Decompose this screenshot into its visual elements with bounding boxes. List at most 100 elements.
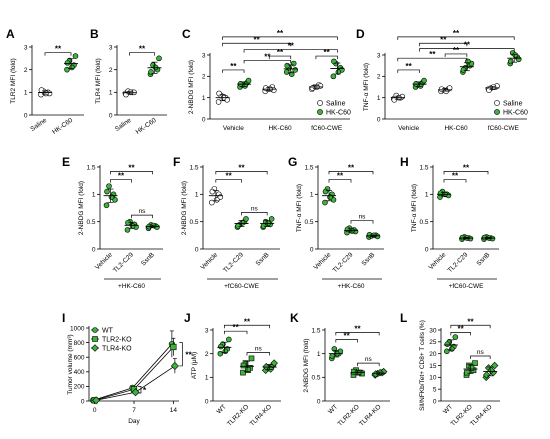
y-axis-label: TNF-α MFI (fold) (296, 184, 303, 232)
significance-label: ** (226, 172, 233, 181)
significance-bracket (129, 52, 155, 56)
x-category-label: Vehicle (428, 251, 448, 271)
significance-bracket (419, 48, 515, 52)
data-point (248, 355, 255, 362)
y-tick-label: 2 (205, 351, 209, 358)
y-tick-label: 0.5 (189, 219, 198, 226)
treatment-label: +fC60-CWE (449, 283, 485, 290)
group-tlr4-ko (482, 361, 499, 382)
data-point (331, 58, 337, 65)
x-category-label: WT (216, 403, 228, 415)
y-tick-label: 1.5 (189, 164, 198, 171)
x-category-label: HK-C60 (268, 125, 292, 132)
significance-label: ns (477, 349, 485, 356)
x-category-label: SsnB (255, 251, 271, 267)
group-hk-c60 (438, 85, 453, 95)
x-category-label: TL2-C29 (222, 251, 245, 274)
significance-label: ** (288, 42, 295, 51)
significance-bracket (357, 362, 380, 367)
panel-c: C 0 1 2 3 2-NBDG MFI (fold) Vehicle HK-C60 fC60-… (182, 27, 351, 132)
significance-bracket (44, 52, 72, 56)
x-category-label: Vehicle (313, 251, 333, 271)
panel-label: L (400, 311, 407, 325)
panel-label: F (173, 155, 180, 169)
y-tick-label: 0 (195, 246, 199, 253)
significance-label: ** (139, 45, 146, 54)
x-tick-label: 0 (93, 407, 97, 414)
panel-label: G (288, 155, 297, 169)
data-point (292, 67, 299, 73)
x-category-label: SsnB (475, 251, 491, 267)
significance-bracket (450, 332, 471, 336)
data-point (106, 183, 112, 189)
panel-f: F 0 0.5 1 1.5 2-NBDG MFI (fold) Vehicle TL2-C29… (173, 155, 280, 290)
significance-label: ** (453, 46, 460, 55)
y-tick-label: 0 (81, 398, 85, 405)
significance-label: ** (458, 324, 465, 333)
data-point (330, 73, 337, 80)
significance-label: ** (238, 163, 245, 172)
significance-bracket (443, 171, 489, 175)
group-fc60-cwe (330, 58, 345, 80)
significance-label: ** (348, 163, 355, 172)
group-tl2-c29 (344, 225, 359, 236)
significance-label: ** (128, 163, 135, 172)
x-category-label: HK-C60 (135, 117, 158, 136)
group-fc60-cwe (507, 50, 522, 67)
panel-label: D (356, 27, 365, 41)
significance-label: ** (354, 324, 361, 333)
significance-label: ** (406, 62, 413, 71)
y-tick-label: 0.5 (311, 375, 320, 382)
y-tick-label: 3 (205, 327, 209, 334)
legend-label: WT (102, 328, 114, 335)
data-point (322, 188, 329, 195)
data-point (217, 350, 224, 357)
data-point (449, 346, 455, 352)
significance-label: ** (440, 35, 447, 44)
data-point (482, 371, 491, 379)
panel-d: D 0 1 2 3 TNF-α MFI (fold) Vehicle HK-C60 fC60-C… (356, 27, 528, 132)
data-point (490, 84, 497, 90)
significance-bracket (397, 57, 468, 62)
significance-label: ** (344, 331, 351, 340)
significance-label: ** (233, 323, 240, 332)
data-point (284, 62, 291, 69)
data-point (226, 336, 232, 343)
significance-label: ** (463, 163, 470, 172)
group-vehicle (390, 92, 406, 103)
data-point (129, 223, 136, 229)
y-tick-label: 0 (425, 246, 429, 253)
data-point (104, 188, 110, 195)
group-vehicle (437, 188, 452, 200)
x-category-label: SsnB (360, 251, 376, 267)
group-wt (443, 334, 459, 355)
y-tick-label: 0 (92, 246, 96, 253)
y-tick-label: 2 (377, 74, 381, 81)
legend-label: TLR2-KO (102, 337, 132, 344)
y-tick-label: 1 (310, 192, 314, 199)
treatment-label: +HK-C60 (338, 283, 365, 290)
significance-bracket (397, 36, 515, 40)
x-category-label: fC60-CWE (488, 125, 520, 132)
x-tick-label: 7 (132, 407, 136, 414)
significance-bracket (223, 324, 271, 329)
significance-label: ns (365, 356, 373, 363)
x-category-label: TLR2-KO (226, 403, 250, 427)
significance-label: ns (251, 205, 259, 212)
panel-i: I 0 200 400 600 800 1000 Tumor volume (mm³) 0 7 14… (62, 311, 192, 425)
legend-label: TLR4-KO (102, 346, 132, 353)
y-tick-label: 1 (317, 351, 321, 358)
significance-label: ns (255, 345, 263, 352)
data-point (460, 67, 467, 73)
group-hk-c60 (262, 84, 277, 95)
group-tlr2-ko (240, 355, 255, 376)
y-axis-label: ATP (μM) (191, 352, 198, 379)
data-point (515, 56, 522, 63)
significance-bracket (350, 220, 374, 224)
x-category-label: HK-C60 (51, 117, 74, 136)
group-tlr2-ko (463, 360, 478, 378)
y-tick-label: 0 (109, 112, 113, 119)
y-tick-label: 10 (429, 375, 437, 382)
y-tick-label: 0 (205, 398, 209, 405)
